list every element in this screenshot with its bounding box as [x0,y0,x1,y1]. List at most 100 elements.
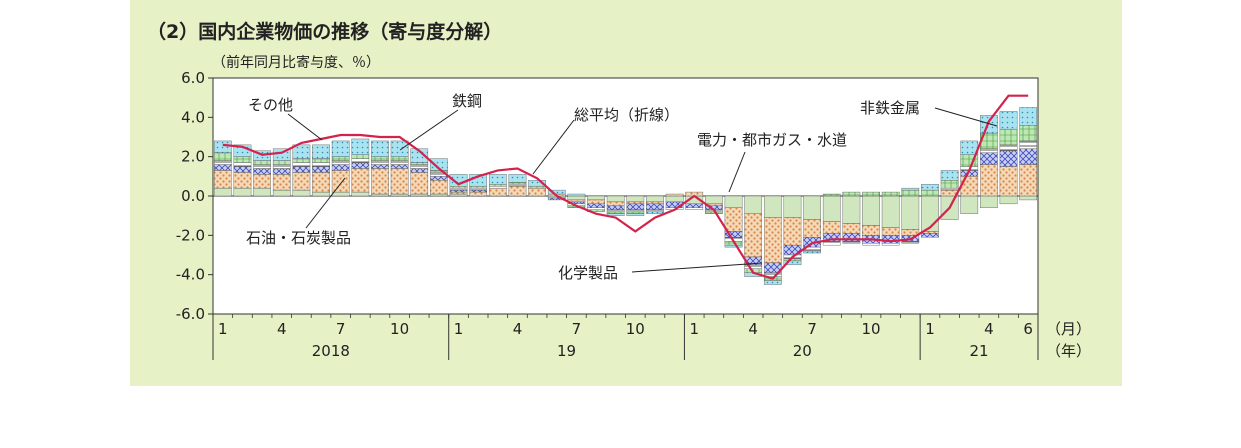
bar-segment [724,195,743,209]
bar-segment [606,201,625,207]
bar-segment [547,197,566,201]
bar-segment [587,195,605,201]
bar-segment [430,193,448,197]
bar-segment [685,203,704,209]
y-tick-label: 2.0 [181,148,205,166]
bar-segment [233,172,252,189]
bar-segment [862,195,880,226]
bar-segment [312,144,330,159]
label-oil: 石油・石炭製品 [246,229,351,247]
bar-segment [213,152,232,161]
bar-segment [292,166,311,173]
bar-segment [430,180,448,195]
bar-segment [410,162,429,165]
bar-segment [410,148,429,163]
x-year-label: 2018 [312,342,350,360]
bar-segment [272,164,291,169]
leader-other [287,113,323,141]
bar-segment [960,195,979,214]
bar-segment [862,225,880,236]
bar-segment [390,160,409,165]
bar-segment [606,213,625,216]
bar-segment [213,160,232,165]
bar-segment [1019,140,1038,150]
bar-segment [488,187,507,197]
bar-segment [312,162,330,167]
bar-segment [567,193,586,197]
bar-segment [881,191,900,197]
bar-segment [763,217,782,264]
bar-segment [312,172,330,193]
bar-segment [646,201,664,205]
bar-segment [292,189,311,197]
bar-segment [233,162,252,167]
bar-segment [960,176,979,197]
bar-segment [626,203,645,210]
bar-segment [646,203,664,210]
bar-segment [862,191,880,197]
bar-segment [390,140,409,157]
x-month-label: 10 [390,320,409,338]
x-month-label: 4 [277,320,287,338]
bar-segment [213,140,232,153]
chart-title: （2）国内企業物価の推移（寄与度分解） [147,20,502,43]
x-unit-month: （月） [1046,320,1091,338]
bar-segment [390,168,409,195]
bar-segment [1019,107,1038,126]
bar-segment [646,211,664,214]
bar-segment [331,140,350,157]
bar-segment [881,227,900,236]
plot-frame [212,77,1039,315]
bar-segment [626,195,645,203]
bar-segment [272,148,291,161]
leader-oil [305,177,346,229]
bar-segment [822,221,841,234]
bar-segment [508,182,527,185]
bar-segment [292,162,311,167]
bar-segment [213,170,232,189]
bar-segment [430,158,448,171]
y-tick-label: -4.0 [176,266,205,284]
bar-segment [488,174,507,185]
x-year-label: 21 [970,342,989,360]
bar-segment [822,195,841,222]
bar-segment [842,191,861,197]
x-month-label: 1 [454,320,464,338]
bar-segment [724,207,743,232]
bar-segment [331,170,350,193]
label-utility: 電力・都市ガス・水道 [697,131,847,149]
bar-segment [449,187,468,191]
bar-segment [901,189,920,197]
y-tick-label: -6.0 [176,305,205,323]
bar-segment [351,138,370,155]
y-tick-label: 4.0 [181,108,205,126]
leader-nonferrous [934,107,998,127]
bar-segment [390,193,409,197]
bar-segment [351,158,370,163]
bar-segment [999,128,1018,146]
bar-segment [646,195,664,203]
bar-segment [901,195,920,230]
bar-segment [528,180,546,187]
bar-segment [1019,195,1038,201]
bar-segment [685,207,704,210]
bar-segment [312,158,330,163]
bar-segment [803,250,821,254]
bar-segment [626,201,645,205]
y-axis-unit: （前年同月比寄与度、％） [212,54,380,71]
bar-segment [449,191,468,195]
bar-segment [430,176,448,181]
bar-segment [213,187,232,197]
bar-segment [783,195,802,218]
bar-segment [763,195,782,218]
bar-segment [587,203,605,209]
bar-segment [508,185,527,197]
bar-segment [744,264,763,269]
x-ticks: 1 4 7 10 1 4 7 10 1 4 7 10 1 4 6 2018 19 20 21 （月） （年） [212,314,1091,360]
bar-segment [469,189,488,193]
bar-segment [272,174,291,191]
bar-segment [803,219,821,238]
bar-segment [272,160,291,165]
bar-segment [921,189,939,197]
bar-segment [292,172,311,191]
